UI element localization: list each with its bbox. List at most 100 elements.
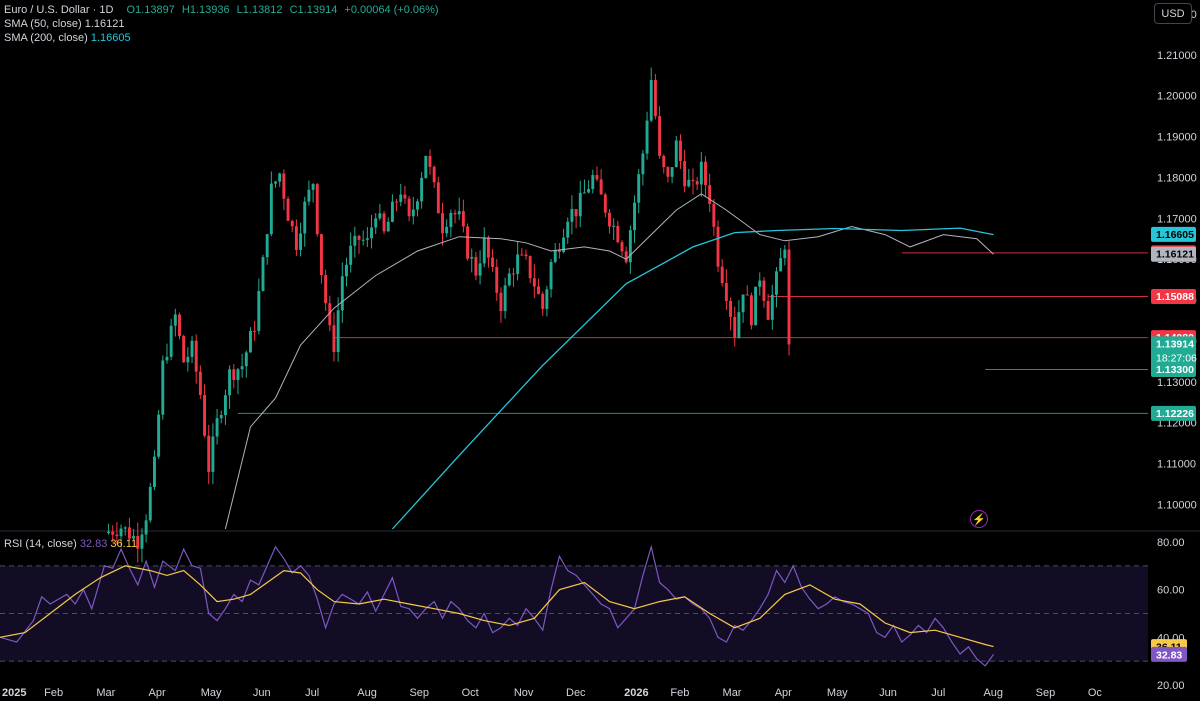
candle-body <box>311 184 315 190</box>
candle-body <box>633 202 636 231</box>
candle-body <box>203 394 207 436</box>
candle-body <box>570 209 574 222</box>
candle-body <box>674 140 678 168</box>
price-tag <box>1151 246 1196 262</box>
sma50-value: 1.16121 <box>84 18 125 30</box>
candle-body <box>453 212 457 215</box>
candle-body <box>445 226 449 234</box>
candle-body <box>395 201 399 203</box>
candle-body <box>132 535 136 539</box>
candle-body <box>123 527 127 529</box>
candle-body <box>274 181 277 184</box>
candle-body <box>787 249 791 345</box>
candle-body <box>436 182 440 214</box>
candle-body <box>428 155 432 167</box>
candle-body <box>775 271 778 295</box>
candle-body <box>115 534 119 537</box>
candle-body <box>374 218 378 228</box>
candle-body <box>340 276 344 311</box>
candle-body <box>541 293 545 309</box>
candle-body <box>382 213 386 232</box>
time-tick-label: Mar <box>723 687 742 699</box>
candle-body <box>574 209 578 217</box>
candle-body <box>165 356 169 361</box>
sma-lines <box>224 193 994 530</box>
price-tick-label: 1.17000 <box>1157 213 1197 225</box>
candle-body <box>286 198 290 221</box>
time-tick-label: May <box>827 687 848 699</box>
candle-body <box>783 249 787 259</box>
price-tag-label: 1.12226 <box>1156 408 1194 420</box>
candle-body <box>107 531 110 534</box>
candle-body <box>649 80 653 121</box>
sma50-legend[interactable]: SMA (50, close) 1.16121 <box>4 17 124 31</box>
candle-body <box>378 213 382 219</box>
lightning-bolt-icon[interactable]: ⚡ <box>970 510 988 528</box>
candle-body <box>691 179 695 182</box>
candle-body <box>244 352 248 367</box>
rsi-legend[interactable]: RSI (14, close) 32.83 36.11 <box>4 537 137 551</box>
time-tick-label: Apr <box>775 687 792 699</box>
horizontal-levels <box>237 252 1148 414</box>
price-tick-label: 1.10000 <box>1157 499 1197 511</box>
candle-body <box>528 256 532 279</box>
candle-body <box>562 237 566 253</box>
time-tick-label: Nov <box>514 687 534 699</box>
candle-body <box>678 140 682 162</box>
candle-body <box>111 531 115 535</box>
candle-body <box>361 239 365 241</box>
candle-body <box>503 285 507 312</box>
candle-body <box>161 360 165 415</box>
sma200-value: 1.16605 <box>90 32 131 44</box>
candle-body <box>236 369 240 380</box>
candle-body <box>749 295 753 326</box>
candle-body <box>140 534 144 549</box>
candle-body <box>474 257 478 276</box>
candle-body <box>779 258 783 272</box>
symbol-title[interactable]: Euro / U.S. Dollar · 1D <box>4 4 114 16</box>
candle-body <box>349 245 353 265</box>
candle-body <box>403 194 407 199</box>
rsi-panel <box>0 530 1200 662</box>
candle-body <box>670 167 674 177</box>
candle-body <box>637 174 641 203</box>
price-tag-label: 1.16605 <box>1156 229 1194 241</box>
candle-body <box>762 280 766 301</box>
candle-body <box>461 211 465 227</box>
rsi-value: 32.83 <box>79 538 108 550</box>
candle-body <box>557 250 561 253</box>
candle-body <box>699 161 703 185</box>
sma50-label: SMA (50, close) <box>4 18 82 30</box>
rsi-tick-label: 80.00 <box>1157 537 1185 549</box>
candle-body <box>319 234 323 276</box>
price-tag <box>1151 362 1196 378</box>
candle-body <box>432 166 436 183</box>
currency-button[interactable]: USD <box>1154 3 1192 24</box>
candle-body <box>486 237 490 258</box>
candle-body <box>729 300 733 317</box>
candle-body <box>240 366 244 370</box>
price-tick-label: 1.19000 <box>1157 132 1197 144</box>
candle-body <box>278 173 282 182</box>
time-tick-label: 2025 <box>2 687 26 699</box>
candle-body <box>549 261 553 290</box>
candle-body <box>603 194 607 213</box>
candle-body <box>478 263 482 276</box>
candle-body <box>587 189 591 193</box>
candle-body <box>249 330 252 353</box>
time-tick-label: Oc <box>1088 687 1103 699</box>
candle-body <box>653 80 657 117</box>
candle-body <box>415 201 419 210</box>
price-tick-label: 1.18000 <box>1157 172 1197 184</box>
candle-body <box>257 290 261 331</box>
time-tick-label: 2026 <box>624 687 648 699</box>
candle-body <box>207 435 211 472</box>
ohlc-low: L1.13812 <box>236 4 283 16</box>
candle-body <box>353 235 357 246</box>
candle-body <box>182 336 186 363</box>
sma200-legend[interactable]: SMA (200, close) 1.16605 <box>4 31 131 45</box>
rsi-tick-label: 20.00 <box>1157 680 1185 692</box>
time-tick-label: Sep <box>1036 687 1056 699</box>
candle-body <box>324 275 328 304</box>
